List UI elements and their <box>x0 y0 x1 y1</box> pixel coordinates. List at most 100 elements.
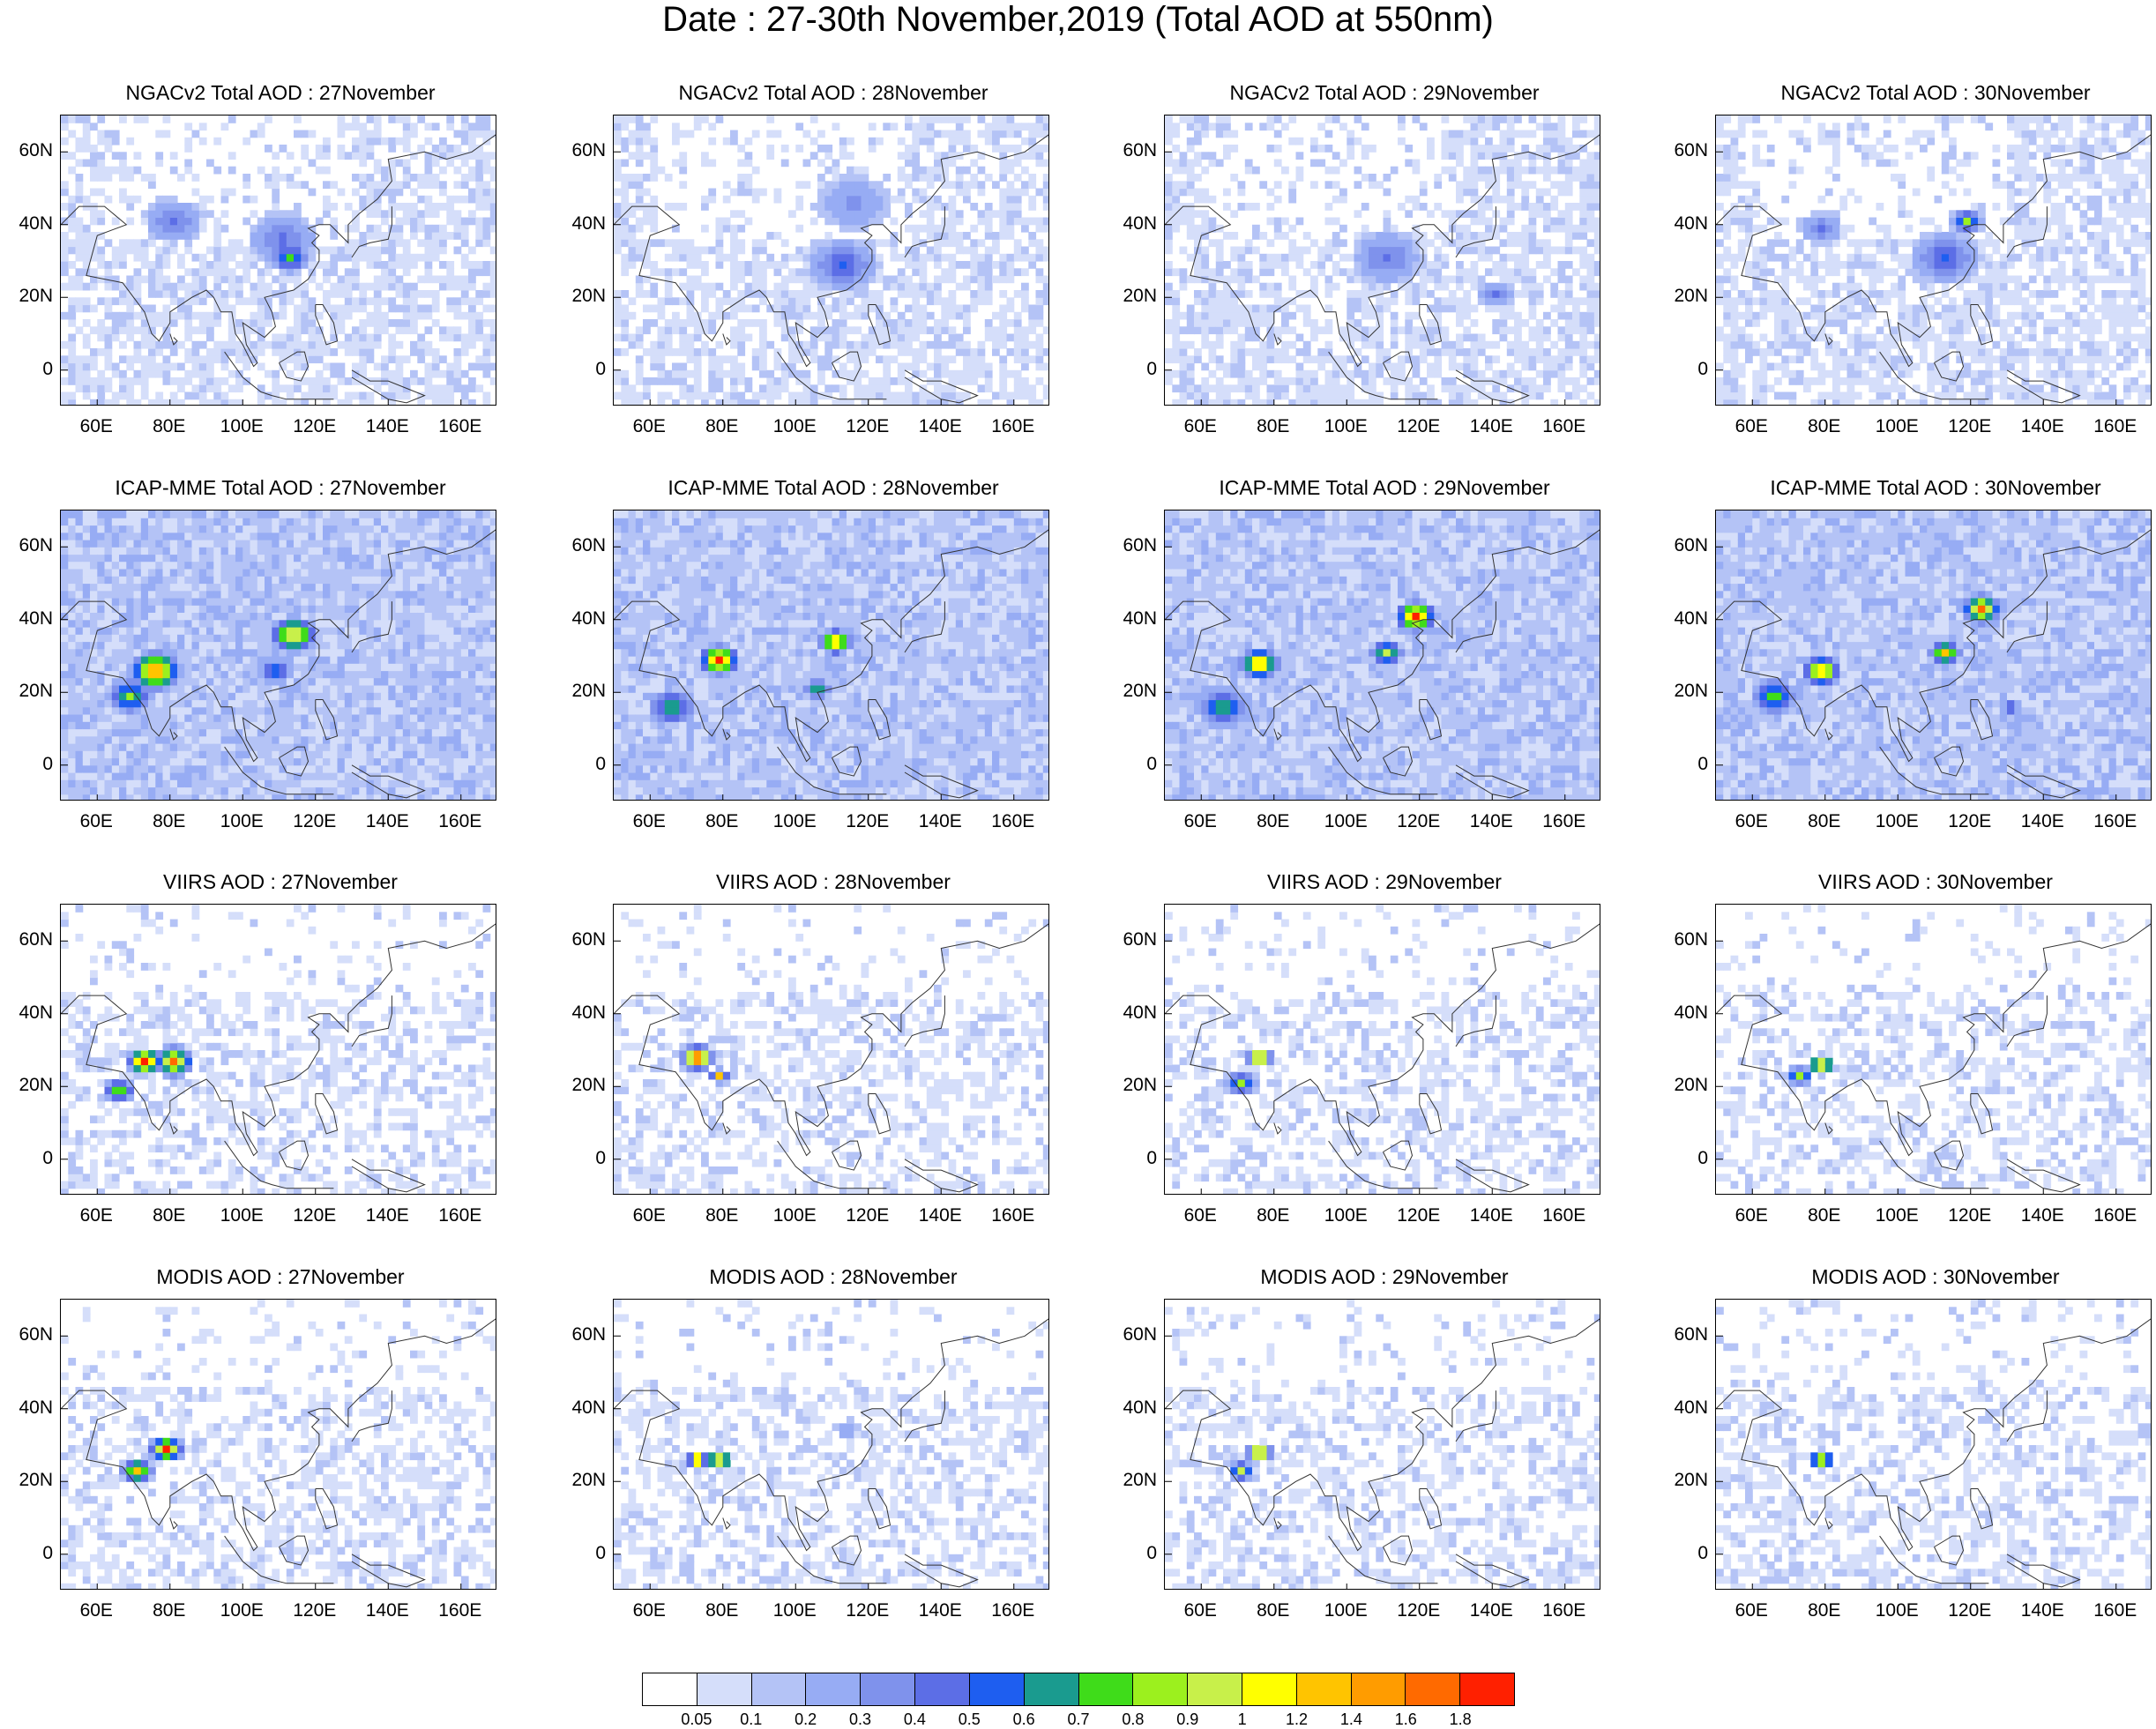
aod-cell <box>403 283 411 291</box>
aod-cell <box>417 312 425 320</box>
aod-cell <box>1716 392 1724 400</box>
aod-cell <box>155 319 163 327</box>
aod-cell <box>687 334 695 342</box>
aod-cell <box>891 218 899 226</box>
aod-cell <box>891 355 899 363</box>
aod-cell <box>730 377 738 385</box>
aod-cell <box>163 370 171 378</box>
aod-cell <box>766 290 774 298</box>
aod-cell <box>898 276 906 284</box>
aod-cell <box>352 348 360 356</box>
aod-cell <box>927 181 935 189</box>
aod-cell <box>679 326 687 334</box>
aod-cell <box>359 341 367 349</box>
aod-cell <box>425 392 433 400</box>
aod-cell <box>1288 116 1296 123</box>
aod-field <box>614 116 1049 406</box>
aod-cell <box>1738 290 1746 298</box>
aod-cell <box>1514 276 1522 284</box>
aod-cell <box>1361 152 1369 160</box>
aod-cell <box>1442 261 1450 269</box>
aod-cell <box>1579 355 1587 363</box>
aod-cell <box>367 196 375 204</box>
aod-cell <box>1398 239 1406 247</box>
aod-cell <box>228 239 236 247</box>
aod-cell <box>1028 203 1036 211</box>
aod-cell <box>1587 218 1595 226</box>
aod-cell <box>141 326 149 334</box>
aod-cell <box>1536 261 1544 269</box>
aod-cell <box>235 384 243 392</box>
aod-cell <box>1238 341 1246 349</box>
aod-cell <box>1760 384 1768 392</box>
aod-cell <box>862 247 869 255</box>
aod-cell <box>1223 203 1231 211</box>
aod-cell <box>730 305 738 313</box>
aod-cell <box>970 297 978 305</box>
aod-cell <box>824 203 832 211</box>
aod-cell <box>1796 247 1804 255</box>
aod-cell <box>446 305 454 313</box>
aod-cell <box>1891 247 1899 255</box>
aod-cell <box>294 232 302 240</box>
aod-cell <box>1420 268 1428 276</box>
aod-cell <box>737 305 745 313</box>
aod-cell <box>1347 268 1354 276</box>
aod-cell <box>1187 370 1195 378</box>
aod-cell <box>97 254 105 262</box>
aod-cell <box>1223 130 1231 138</box>
aod-cell <box>1427 145 1435 153</box>
aod-cell <box>1796 138 1804 145</box>
aod-cell <box>650 319 658 327</box>
aod-cell <box>679 152 687 160</box>
lon-label: 160E <box>1533 416 1595 437</box>
aod-cell <box>475 239 483 247</box>
aod-cell <box>1267 189 1275 197</box>
aod-cell <box>1847 225 1855 233</box>
aod-cell <box>1832 283 1840 291</box>
aod-cell <box>83 384 91 392</box>
aod-cell <box>396 290 404 298</box>
aod-cell <box>1847 189 1855 197</box>
aod-cell <box>1325 203 1333 211</box>
aod-cell <box>1332 218 1340 226</box>
aod-cell <box>323 152 331 160</box>
aod-cell <box>1723 341 1731 349</box>
aod-cell <box>235 326 243 334</box>
aod-cell <box>1036 377 1044 385</box>
aod-cell <box>272 384 280 392</box>
aod-cell <box>126 167 134 175</box>
aod-cell <box>1442 384 1450 392</box>
aod-cell <box>213 261 221 269</box>
aod-cell <box>410 254 418 262</box>
aod-cell <box>1803 377 1811 385</box>
aod-cell <box>1789 341 1797 349</box>
aod-cell <box>439 370 447 378</box>
aod-cell <box>287 334 295 342</box>
aod-cell <box>280 348 287 356</box>
aod-cell <box>410 305 418 313</box>
aod-cell <box>956 174 964 182</box>
aod-cell <box>112 392 120 400</box>
aod-cell <box>468 268 476 276</box>
aod-cell <box>439 189 447 197</box>
aod-cell <box>1810 218 1818 226</box>
aod-cell <box>963 261 971 269</box>
aod-cell <box>1927 377 1935 385</box>
aod-cell <box>1825 319 1833 327</box>
aod-cell <box>1500 152 1508 160</box>
aod-cell <box>352 392 360 400</box>
aod-cell <box>1274 145 1282 153</box>
aod-cell <box>83 225 91 233</box>
aod-cell <box>708 123 716 130</box>
aod-cell <box>970 377 978 385</box>
aod-cell <box>61 152 69 160</box>
aod-cell <box>242 276 250 284</box>
aod-cell <box>1752 181 1760 189</box>
aod-cell <box>68 167 76 175</box>
aod-cell <box>992 326 1000 334</box>
aod-cell <box>425 174 433 182</box>
aod-cell <box>883 377 891 385</box>
aod-cell <box>338 399 346 406</box>
aod-cell <box>1550 341 1558 349</box>
